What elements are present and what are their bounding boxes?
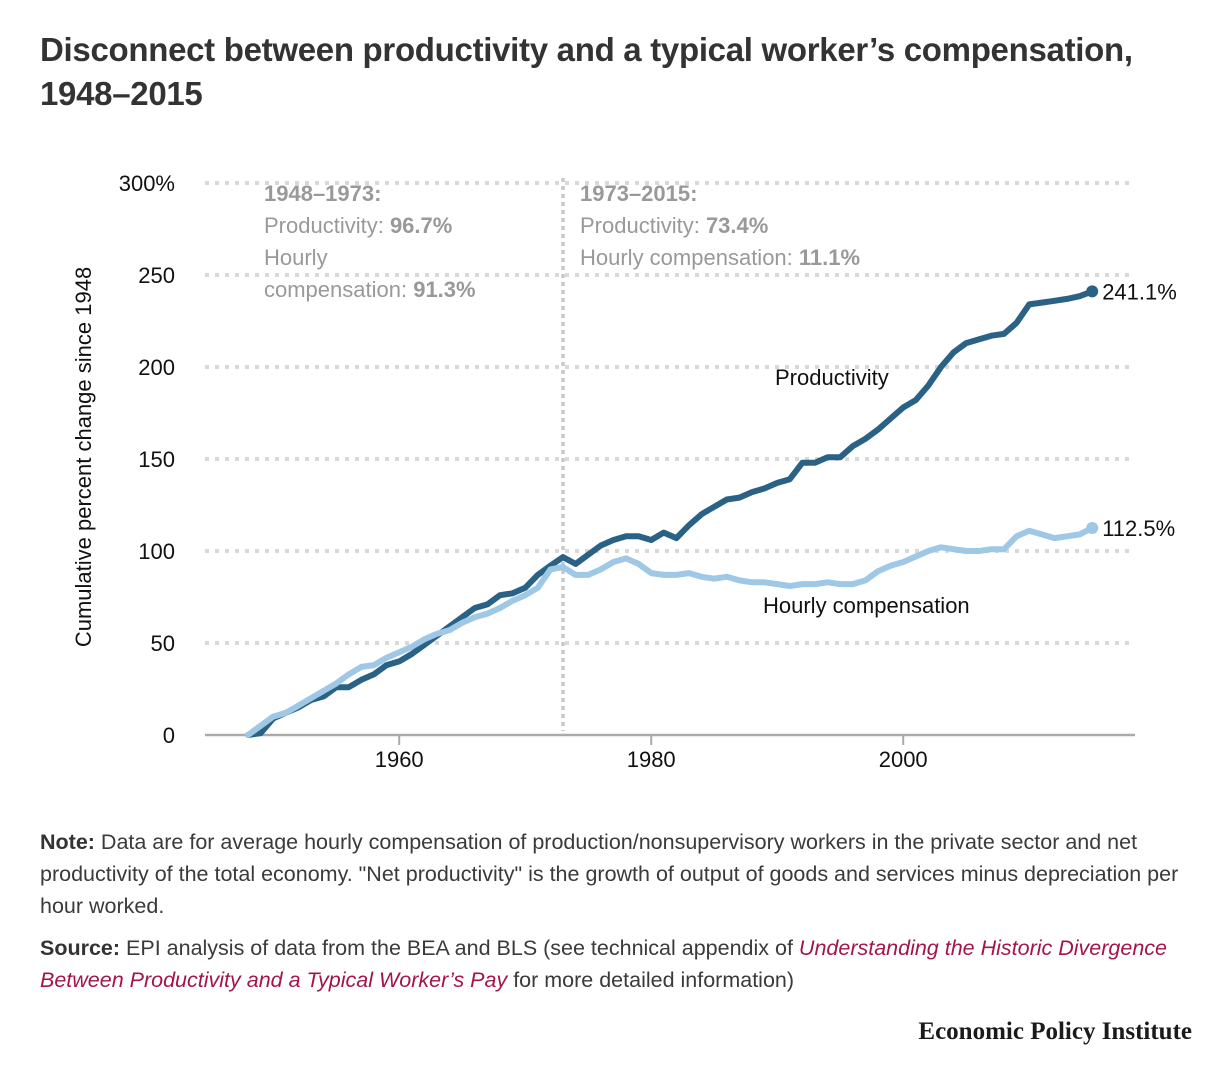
x-axis: 1960 1980 2000: [205, 733, 1135, 772]
end-label-hourly-compensation: 112.5%: [1102, 516, 1175, 541]
source-text: EPI analysis of data from the BEA and BL…: [120, 936, 799, 960]
x-tick-label-1980: 1980: [627, 747, 676, 772]
annotation-value: 96.7%: [390, 213, 452, 238]
annotation-line: Productivity: 73.4%: [580, 213, 768, 238]
note-text: Data are for average hourly compensation…: [40, 830, 1179, 918]
x-tick-label-2000: 2000: [879, 747, 928, 772]
annotation-label: Productivity:: [264, 213, 390, 238]
source-report-link[interactable]: Understanding the Historic Divergence Be…: [40, 936, 1167, 992]
y-tick-label-0: 0: [163, 723, 175, 748]
annotation-label: compensation:: [264, 277, 413, 302]
series-label-hourly-compensation: Hourly compensation: [763, 593, 970, 618]
x-tick-label-1960: 1960: [375, 747, 424, 772]
annotation-line: Hourly compensation: 11.1%: [580, 245, 860, 270]
annotation-period: 1948–1973:: [264, 181, 381, 206]
series-labels: 241.1% Productivity 112.5% Hourly compensat…: [763, 279, 1177, 618]
period-annotations: 1948–1973: Productivity: 96.7% Hourly compe…: [264, 181, 860, 302]
annotation-label: Productivity:: [580, 213, 706, 238]
series-line-productivity: [245, 288, 1096, 738]
end-label-productivity: 241.1%: [1102, 279, 1177, 304]
y-tick-label-300: 300%: [119, 171, 175, 196]
annotation-value: 11.1%: [799, 245, 860, 270]
annotation-label: Hourly compensation:: [580, 245, 799, 270]
end-point-hourly-compensation: [1086, 522, 1099, 534]
annotation-line: compensation: 91.3%: [264, 277, 476, 302]
y-axis-label: Cumulative percent change since 1948: [71, 267, 96, 647]
y-tick-label-150: 150: [138, 447, 175, 472]
source-label: Source:: [40, 936, 121, 960]
note-paragraph: Note: Data are for average hourly compen…: [40, 826, 1190, 922]
note-label: Note:: [40, 830, 95, 854]
y-tick-label-250: 250: [138, 263, 175, 288]
source-text-end: for more detailed information): [507, 968, 795, 992]
y-tick-label-50: 50: [151, 631, 175, 656]
series-lines: [245, 285, 1099, 738]
chart-title: Disconnect between productivity and a ty…: [40, 31, 1133, 112]
annotation-label: Hourly: [264, 245, 328, 270]
source-paragraph: Source: EPI analysis of data from the BE…: [40, 932, 1190, 996]
y-tick-label-200: 200: [138, 355, 175, 380]
annotation-line: Productivity: 96.7%: [264, 213, 452, 238]
y-axis-ticks: 0 50 100 150 200 250 300%: [119, 171, 175, 748]
series-label-productivity: Productivity: [775, 365, 889, 390]
line-chart: 0 50 100 150 200 250 300% 1960 1980 2000 1948–19…: [71, 171, 1177, 772]
annotation-line: Hourly: [264, 245, 328, 270]
y-tick-label-100: 100: [138, 539, 175, 564]
annotation-value: 91.3%: [413, 277, 475, 302]
series-line-hourly-compensation: [245, 525, 1096, 738]
chart-notes: Note: Data are for average hourly compen…: [40, 826, 1190, 1006]
annotation-1973-2015: 1973–2015: Productivity: 73.4% Hourly comp…: [580, 181, 860, 270]
annotation-period: 1973–2015:: [580, 181, 697, 206]
annotation-value: 73.4%: [706, 213, 768, 238]
epi-logo: Economic Policy Institute: [918, 1018, 1192, 1045]
annotation-1948-1973: 1948–1973: Productivity: 96.7% Hourly compe…: [264, 181, 476, 302]
end-point-productivity: [1086, 285, 1099, 298]
